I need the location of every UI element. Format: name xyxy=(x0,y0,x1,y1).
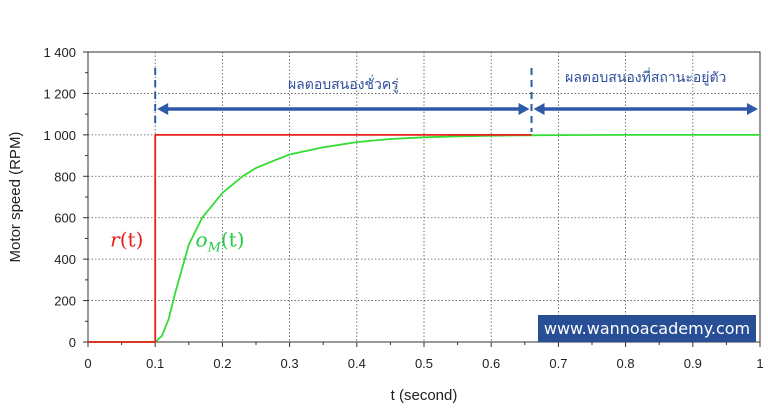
output-om-line xyxy=(88,133,760,343)
x-tick-label: 0.3 xyxy=(281,356,299,371)
y-tick-label: 200 xyxy=(54,294,76,309)
steady-state-arrow xyxy=(533,103,758,115)
y-tick-label: 600 xyxy=(54,211,76,226)
x-tick-labels: 0 0.1 0.2 0.3 0.4 0.5 0.6 0.7 0.8 0.9 1 xyxy=(84,356,763,371)
y-tick-label: 800 xyxy=(54,169,76,184)
x-tick-label: 0.4 xyxy=(348,356,366,371)
y-tick-label: 1 200 xyxy=(43,86,76,101)
reference-r-line xyxy=(88,133,532,343)
o-label-arg: (t) xyxy=(221,228,245,252)
x-tick-label: 0.9 xyxy=(684,356,702,371)
arrow-head-right xyxy=(518,103,530,115)
y-axis-title: Motor speed (RPM) xyxy=(7,132,24,263)
r-label-base: r xyxy=(110,228,121,252)
y-tick-label: 400 xyxy=(54,252,76,267)
x-tick-label: 0.5 xyxy=(415,356,433,371)
grid-lines xyxy=(88,52,760,342)
x-tick-label: 1 xyxy=(756,356,763,371)
y-tick-label: 0 xyxy=(69,335,76,350)
x-tick-label: 0.7 xyxy=(549,356,567,371)
x-tick-label: 0.8 xyxy=(617,356,635,371)
x-tick-label: 0 xyxy=(84,356,91,371)
x-tick-label: 0.2 xyxy=(213,356,231,371)
series-layer xyxy=(88,133,760,343)
y-tick-label: 1 000 xyxy=(43,128,76,143)
transient-arrow xyxy=(157,103,530,115)
y-tick-labels: 0 200 400 600 800 1 000 1 200 1 400 xyxy=(43,45,76,350)
x-tick-label: 0.1 xyxy=(146,356,164,371)
watermark: www.wannoacademy.com xyxy=(538,315,756,342)
x-tick-label: 0.6 xyxy=(482,356,500,371)
arrow-head-right xyxy=(747,103,758,115)
o-m-t-label: oM(t) xyxy=(196,228,245,256)
arrow-head-left xyxy=(157,103,169,115)
x-axis-title: t (second) xyxy=(391,387,458,404)
r-t-label: r(t) xyxy=(110,228,143,252)
o-label-sub: M xyxy=(207,241,222,256)
annotation-layer xyxy=(154,68,758,132)
r-label-arg: (t) xyxy=(120,228,144,252)
steady-state-label: ผลตอบสนองที่สถานะอยู่ตัว xyxy=(565,68,726,86)
y-tick-label: 1 400 xyxy=(43,45,76,60)
tick-marks xyxy=(83,51,761,347)
arrow-head-left xyxy=(533,103,545,115)
transient-response-label: ผลตอบสนองชั่วครู่ xyxy=(288,75,399,93)
o-label-base: o xyxy=(196,228,208,252)
